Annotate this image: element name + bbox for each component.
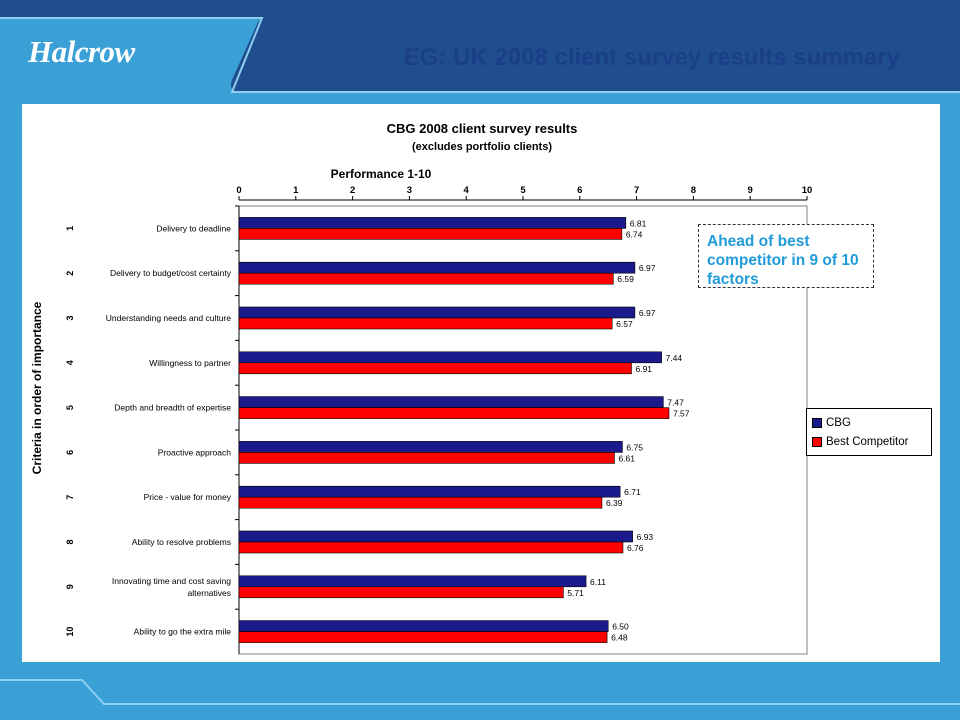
data-label: 6.71 bbox=[624, 487, 641, 497]
bar-cbg bbox=[238, 441, 623, 453]
x-tick-label: 3 bbox=[407, 185, 412, 196]
rank-label: 1 bbox=[65, 226, 75, 231]
bar-chart: CBG 2008 client survey results (excludes… bbox=[30, 121, 813, 655]
header-curve-line bbox=[0, 17, 960, 93]
data-label: 6.75 bbox=[626, 442, 643, 452]
bar-best-competitor bbox=[238, 228, 623, 240]
legend-swatch-best-competitor bbox=[812, 436, 822, 447]
data-label: 6.61 bbox=[618, 453, 635, 463]
data-label: 6.39 bbox=[606, 498, 623, 508]
bar-best-competitor bbox=[238, 496, 603, 509]
data-label: 6.48 bbox=[611, 633, 628, 643]
rank-label: 5 bbox=[65, 405, 75, 410]
legend-label-cbg: CBG bbox=[826, 416, 851, 429]
bar-cbg bbox=[238, 351, 662, 364]
bar-cbg bbox=[238, 396, 664, 408]
category-label: Price - value for money bbox=[144, 492, 232, 502]
bar-cbg bbox=[238, 530, 633, 543]
y-axis-label: Criteria in order of importance bbox=[30, 301, 44, 474]
rank-label: 6 bbox=[65, 450, 75, 455]
legend-swatch-cbg bbox=[812, 417, 822, 428]
rank-label: 3 bbox=[65, 315, 75, 320]
x-tick-label: 4 bbox=[464, 185, 470, 196]
x-tick-label: 7 bbox=[634, 185, 639, 196]
data-label: 6.97 bbox=[639, 263, 656, 273]
rank-label: 4 bbox=[65, 360, 75, 365]
bar-best-competitor bbox=[238, 586, 564, 599]
category-label: Delivery to deadline bbox=[156, 223, 231, 233]
x-tick-label: 10 bbox=[802, 185, 813, 196]
data-label: 6.57 bbox=[616, 319, 633, 329]
legend-label-best-competitor: Best Competitor bbox=[826, 435, 909, 448]
data-label: 6.11 bbox=[590, 577, 606, 587]
x-tick-label: 8 bbox=[691, 185, 696, 196]
bar-cbg bbox=[238, 485, 621, 498]
rank-label: 2 bbox=[65, 271, 75, 276]
rank-label: 9 bbox=[65, 584, 75, 589]
category-label: Delivery to budget/cost certainty bbox=[110, 268, 232, 278]
bar-cbg bbox=[238, 575, 587, 588]
data-label: 7.47 bbox=[667, 398, 684, 408]
halcrow-logo: Halcrow bbox=[28, 34, 135, 69]
data-label: 6.74 bbox=[626, 229, 643, 239]
data-label: 6.59 bbox=[617, 274, 634, 284]
data-label: 6.76 bbox=[627, 543, 644, 553]
footer-curve-line bbox=[0, 679, 960, 705]
legend-item-cbg: CBG bbox=[812, 413, 926, 432]
category-label: alternatives bbox=[188, 588, 231, 598]
callout-box: Ahead of best competitor in 9 of 10 fact… bbox=[698, 224, 874, 288]
bar-best-competitor bbox=[238, 272, 614, 285]
category-label: Innovating time and cost saving bbox=[112, 576, 231, 586]
x-tick-label: 2 bbox=[350, 185, 355, 196]
data-label: 6.91 bbox=[635, 364, 652, 374]
rank-label: 10 bbox=[65, 627, 75, 637]
data-label: 6.97 bbox=[639, 308, 656, 318]
chart-subtitle: (excludes portfolio clients) bbox=[412, 141, 552, 153]
rank-label: 7 bbox=[65, 495, 75, 500]
category-label: Proactive approach bbox=[158, 447, 232, 457]
x-tick-label: 5 bbox=[520, 185, 526, 196]
bar-cbg bbox=[238, 306, 636, 319]
bar-best-competitor bbox=[238, 452, 615, 464]
data-label: 7.44 bbox=[666, 353, 683, 363]
header-band bbox=[0, 0, 960, 92]
bar-cbg bbox=[238, 620, 609, 632]
bar-best-competitor bbox=[238, 541, 624, 554]
bar-best-competitor bbox=[238, 362, 632, 375]
category-label: Depth and breadth of expertise bbox=[114, 403, 231, 413]
x-tick-label: 6 bbox=[577, 185, 582, 196]
x-tick-label: 9 bbox=[748, 185, 753, 196]
legend-item-best-competitor: Best Competitor bbox=[812, 432, 926, 451]
category-label: Ability to go the extra mile bbox=[134, 627, 232, 637]
data-label: 6.50 bbox=[612, 622, 629, 632]
bar-cbg bbox=[238, 217, 627, 229]
chart-legend: CBG Best Competitor bbox=[806, 408, 932, 456]
rank-label: 8 bbox=[65, 539, 75, 544]
callout-text: Ahead of best competitor in 9 of 10 fact… bbox=[707, 233, 859, 288]
data-label: 6.81 bbox=[630, 218, 647, 228]
bar-best-competitor bbox=[238, 407, 670, 419]
chart-panel: CBG 2008 client survey results (excludes… bbox=[22, 104, 940, 662]
category-label: Willingness to partner bbox=[149, 358, 231, 368]
x-tick-label: 1 bbox=[293, 185, 299, 196]
slide-title: EG: UK 2008 client survey results summar… bbox=[403, 44, 900, 71]
x-axis-label: Performance 1-10 bbox=[331, 167, 432, 181]
bar-best-competitor bbox=[238, 631, 608, 643]
x-tick-label: 0 bbox=[236, 185, 241, 196]
category-label: Understanding needs and culture bbox=[106, 313, 231, 323]
data-label: 7.57 bbox=[673, 409, 690, 419]
bar-best-competitor bbox=[238, 317, 613, 330]
data-label: 6.93 bbox=[637, 532, 654, 542]
data-label: 5.71 bbox=[567, 588, 584, 598]
category-label: Ability to resolve problems bbox=[132, 537, 231, 547]
chart-title: CBG 2008 client survey results bbox=[387, 121, 578, 136]
bar-cbg bbox=[238, 261, 636, 274]
